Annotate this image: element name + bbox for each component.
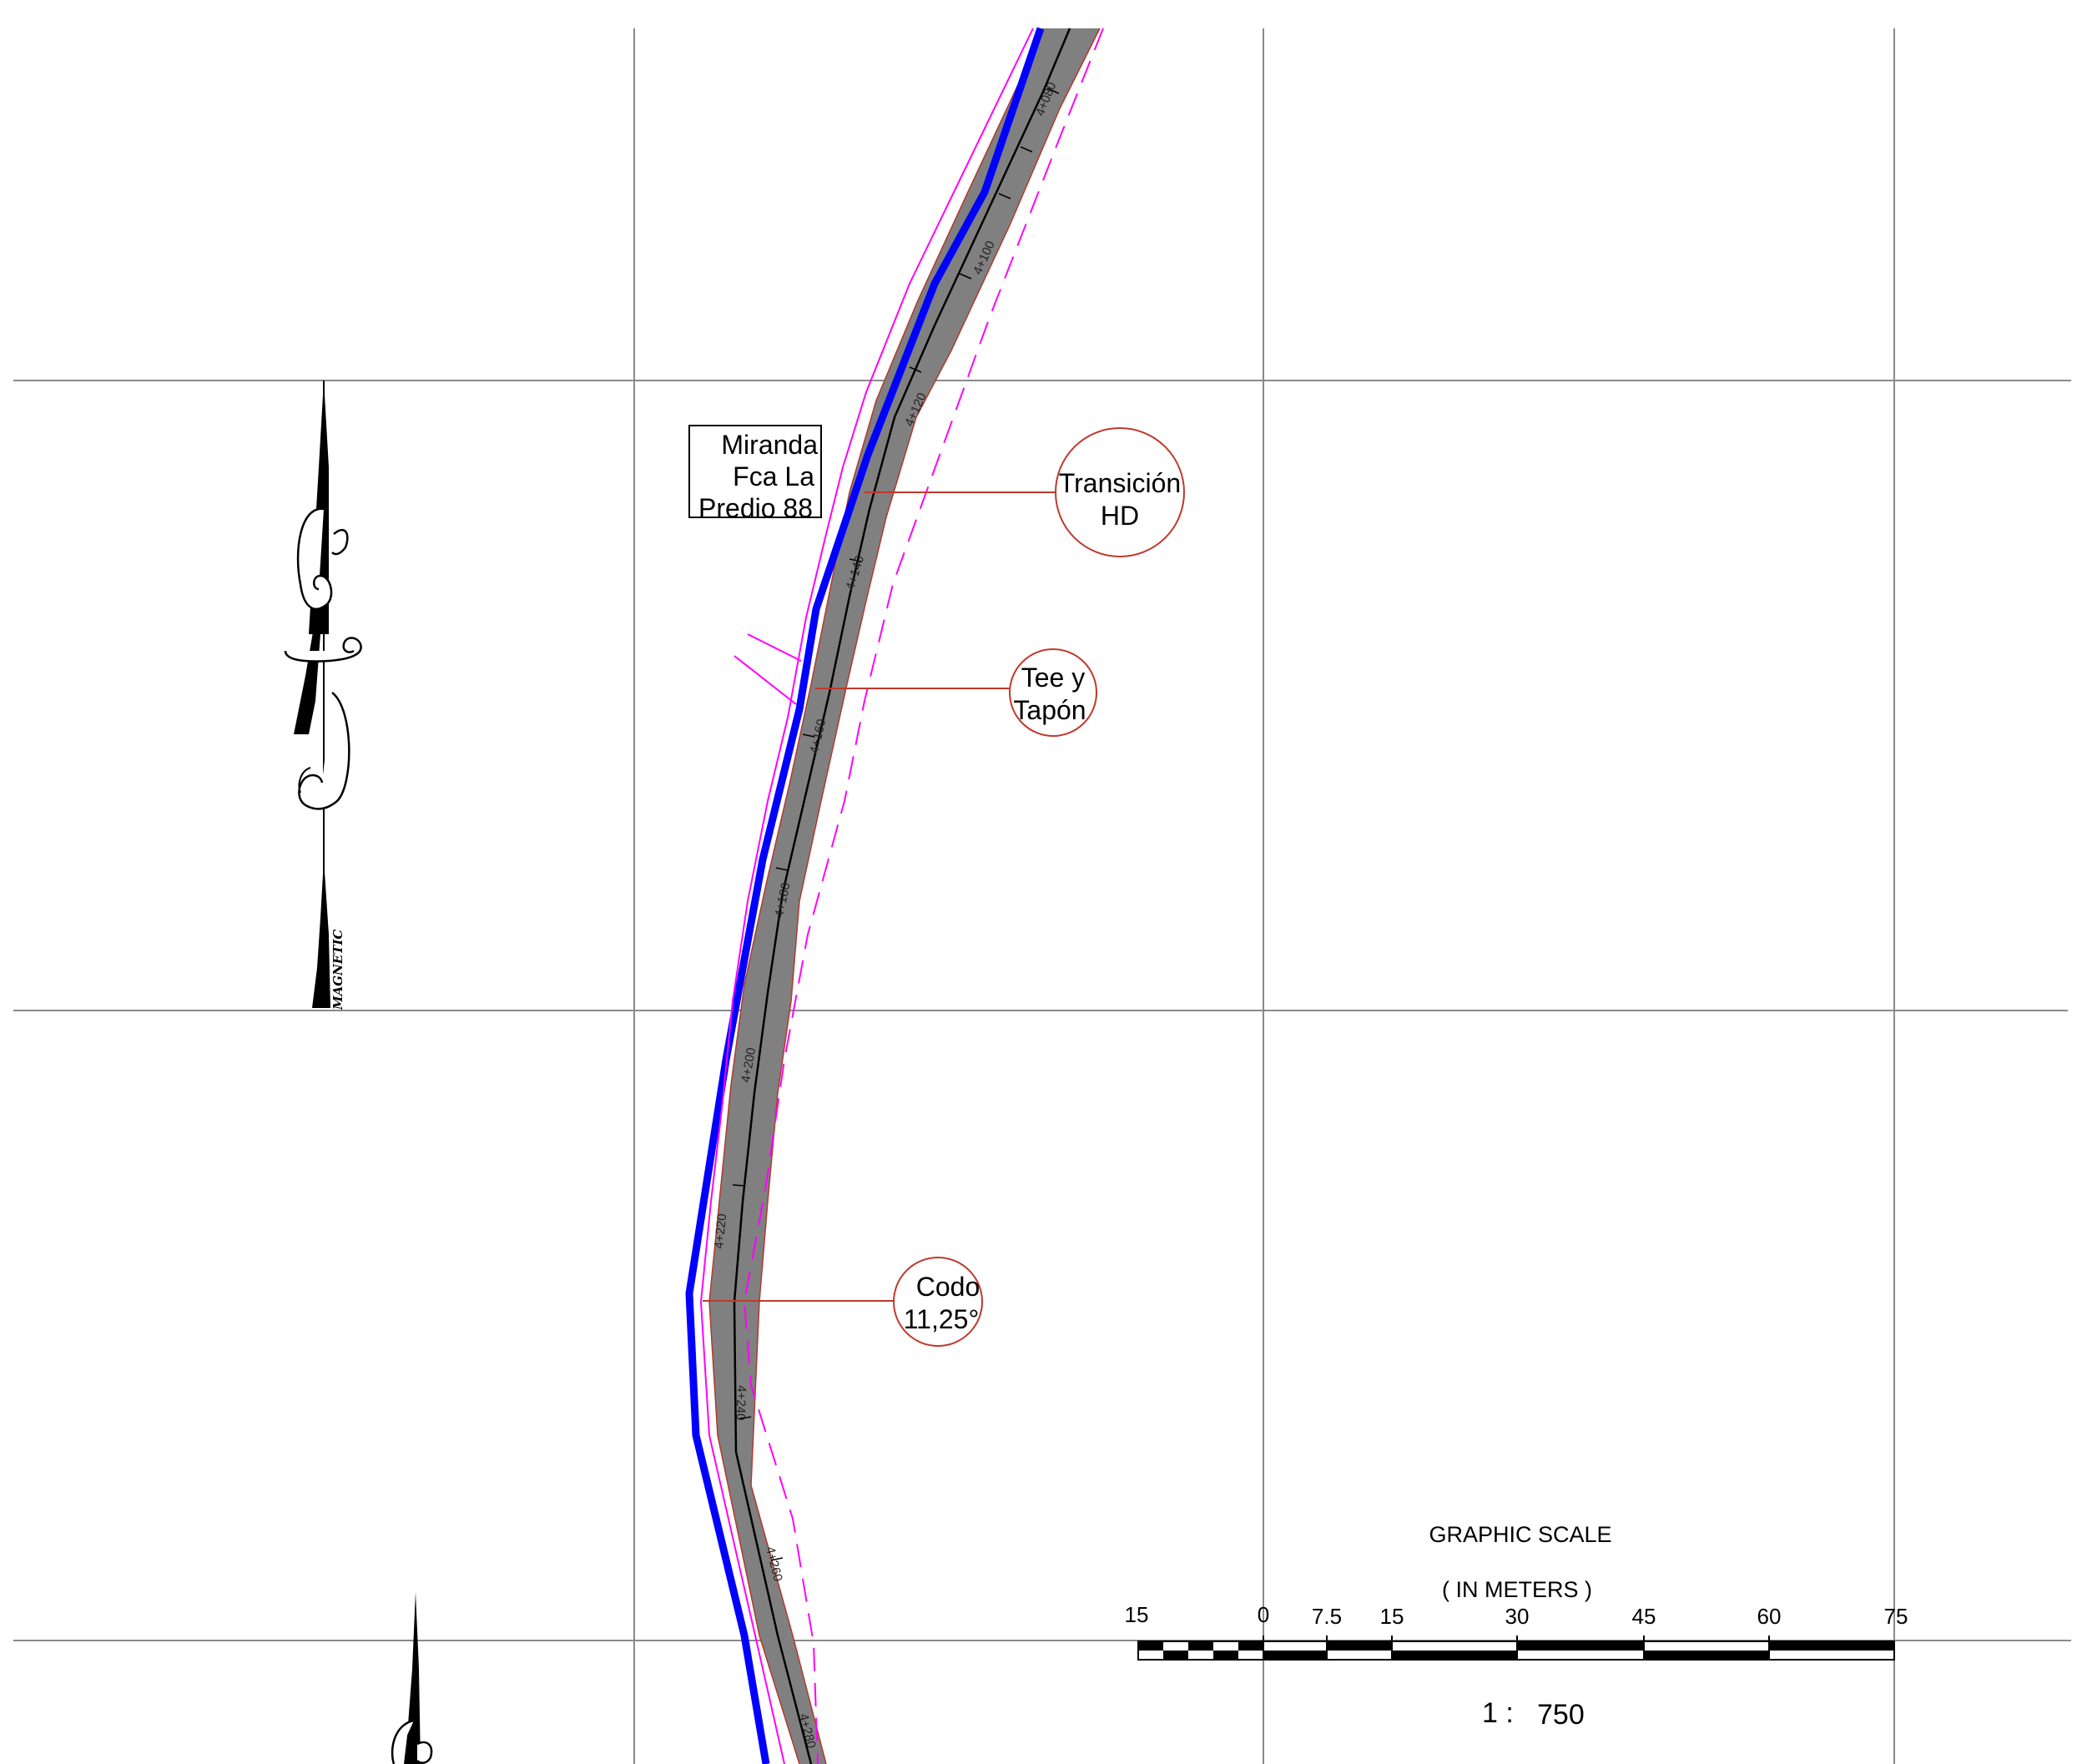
station-tick <box>998 193 1011 199</box>
scale-bar-segment <box>1392 1651 1517 1660</box>
callout-text: HD <box>1101 501 1139 531</box>
graphic-scale-title: GRAPHIC SCALE <box>1429 1522 1611 1547</box>
callout-text: 11,25° <box>904 1304 980 1334</box>
parcel-label-line: Predio 88 <box>698 493 813 523</box>
scale-tick-label: 45 <box>1632 1604 1656 1629</box>
offset-line-dashed <box>743 28 1104 1764</box>
north-arrow-scroll <box>298 692 350 810</box>
north-arrow-icon: MAGNETIC <box>284 381 362 1011</box>
connection-line <box>747 633 802 662</box>
parcel-label: Miranda Fca La Predio 88 <box>688 425 822 523</box>
right-of-way-boundary <box>685 27 1045 1764</box>
station-tick <box>775 867 789 871</box>
callout-codo: Codo 11,25° <box>703 1257 983 1347</box>
callout-text: Tee y <box>1021 663 1085 693</box>
grid-lines <box>13 28 2071 1764</box>
north-arrow-scroll <box>391 1719 433 1764</box>
scale-bar-segment <box>1213 1651 1238 1660</box>
scale-bar-segment <box>1644 1651 1769 1660</box>
north-arrow-scroll <box>296 507 349 610</box>
callout-text: Codo <box>916 1272 981 1302</box>
scale-bar-segment <box>1327 1641 1392 1651</box>
pipeline-edge <box>750 28 1101 1764</box>
callout-bubble <box>1009 648 1097 737</box>
scale-tick-label: 75 <box>1884 1604 1908 1629</box>
scale-bar-segment <box>1188 1641 1213 1651</box>
north-arrow-icon <box>391 1592 433 1764</box>
station-tick <box>732 1184 745 1187</box>
pipeline-centerline <box>733 28 1071 1764</box>
north-arrow-needle <box>294 576 324 734</box>
station-tick <box>770 1557 784 1561</box>
parcel-label-box <box>688 425 822 518</box>
scale-tick-label: 60 <box>1757 1604 1782 1629</box>
graphic-scale-units: ( IN METERS ) <box>1442 1577 1592 1602</box>
station-label: 4+220 <box>712 1213 729 1250</box>
north-arrow-scroll <box>284 637 362 663</box>
scale-bar-segment <box>1238 1641 1263 1651</box>
scale-tick-label: 7.5 <box>1312 1604 1342 1629</box>
station-tick <box>802 733 815 738</box>
scale-bar-segment <box>1769 1641 1894 1651</box>
parcel-label-line: Fca La <box>733 461 814 491</box>
scale-tick-label: 15 <box>1125 1602 1149 1627</box>
scale-bar-segment <box>1138 1641 1163 1651</box>
scale-bar-segment <box>1517 1641 1644 1651</box>
north-arrow-scroll <box>298 767 311 794</box>
station-label: 4+240 <box>733 1385 749 1421</box>
station-tick <box>849 558 862 562</box>
station-tick <box>1046 88 1060 94</box>
parcel-label-line: Miranda <box>721 430 818 460</box>
scale-tick-label: 0 <box>1258 1602 1269 1627</box>
scale-bar-segment <box>1163 1651 1188 1660</box>
scale-tick-label: 30 <box>1505 1604 1530 1629</box>
callout-transicion: Transición HD <box>865 427 1185 557</box>
scale-bar-segment <box>1263 1651 1327 1660</box>
connection-line <box>733 655 797 705</box>
north-arrow-label: MAGNETIC <box>330 930 345 1011</box>
scale-ratio-prefix: 1 : <box>1482 1697 1514 1729</box>
pipeline-corridor <box>709 28 1100 1764</box>
scale-tick-label: 15 <box>1380 1604 1404 1629</box>
scale-ratio-value: 750 <box>1537 1699 1585 1731</box>
graphic-scale: GRAPHIC SCALE ( IN METERS ) 15 0 7.5 15 … <box>1125 1522 1908 1731</box>
callout-tee: Tee y Tapón <box>815 648 1097 737</box>
north-arrow-needle <box>312 859 330 1008</box>
station-tick <box>909 366 922 373</box>
offset-line-inner <box>699 28 1034 1764</box>
station-tick <box>739 1416 752 1419</box>
callout-text: Transición <box>1059 468 1181 498</box>
callout-bubble <box>1055 427 1185 557</box>
pipeline-edge <box>708 28 1041 1764</box>
station-tick <box>959 273 972 280</box>
station-ticks <box>732 88 1060 1561</box>
north-arrow-needle <box>404 1592 421 1764</box>
callout-text: Tapón <box>1013 695 1086 725</box>
scale-bar-ticks <box>1263 1635 1770 1660</box>
callout-bubble <box>893 1257 983 1347</box>
station-tick <box>1020 146 1033 153</box>
